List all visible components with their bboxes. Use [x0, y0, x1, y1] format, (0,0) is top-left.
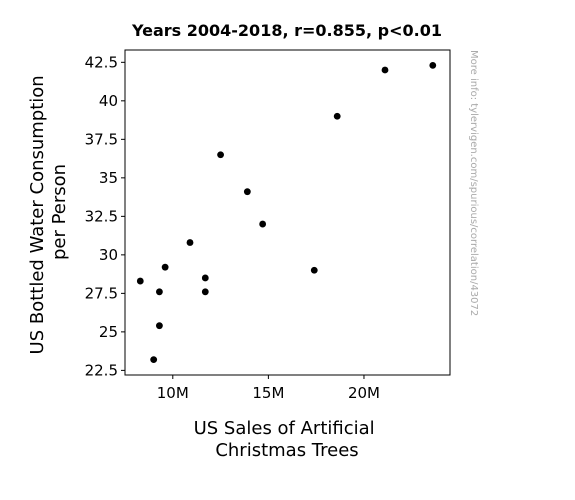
data-point: [429, 62, 437, 69]
y-tick-label: 25: [99, 323, 118, 341]
x-tick-label: 20M: [348, 384, 380, 402]
data-point: [150, 356, 158, 363]
y-tick-label: 35: [99, 169, 118, 187]
data-point: [201, 288, 209, 296]
data-point: [161, 263, 169, 271]
y-tick-label: 30: [99, 246, 118, 264]
y-axis-ticks: 22.5 25 27.5 30 32.5 35 37.5 40 42.5: [85, 53, 125, 379]
y-tick-label: 32.5: [85, 207, 118, 225]
x-axis-ticks: 10M 15M 20M: [157, 375, 380, 402]
data-point: [156, 322, 163, 330]
y-tick-label: 37.5: [85, 130, 118, 148]
y-axis-label: US Bottled Water Consumption per Person: [27, 70, 70, 355]
data-point: [243, 188, 251, 196]
data-points: [136, 62, 437, 363]
y-tick-label: 22.5: [85, 361, 118, 379]
y-axis-label-line-1: US Bottled Water Consumption: [27, 75, 48, 354]
data-point: [156, 288, 163, 296]
x-tick-label: 10M: [157, 384, 189, 402]
y-tick-label: 42.5: [85, 53, 118, 71]
y-tick-label: 40: [99, 92, 118, 110]
x-axis-label-line-1: US Sales of Artificial: [194, 418, 375, 439]
x-tick-label: 15M: [252, 384, 284, 402]
x-axis-label-line-2: Christmas Trees: [215, 440, 358, 461]
data-point: [201, 274, 209, 282]
data-point: [333, 112, 341, 120]
y-axis-label-line-2: per Person: [49, 164, 70, 260]
chart-title: Years 2004-2018, r=0.855, p<0.01: [131, 21, 442, 40]
data-point: [186, 239, 194, 246]
data-point: [381, 66, 389, 74]
data-point: [217, 151, 224, 159]
source-note: More info: tylervigen.com/spurious/corre…: [468, 50, 479, 316]
plot-frame: [124, 49, 451, 376]
x-axis-label: US Sales of Artificial Christmas Trees: [194, 418, 381, 461]
data-point: [136, 277, 144, 285]
y-tick-label: 27.5: [85, 284, 118, 302]
data-point: [310, 266, 318, 274]
data-point: [259, 220, 267, 228]
